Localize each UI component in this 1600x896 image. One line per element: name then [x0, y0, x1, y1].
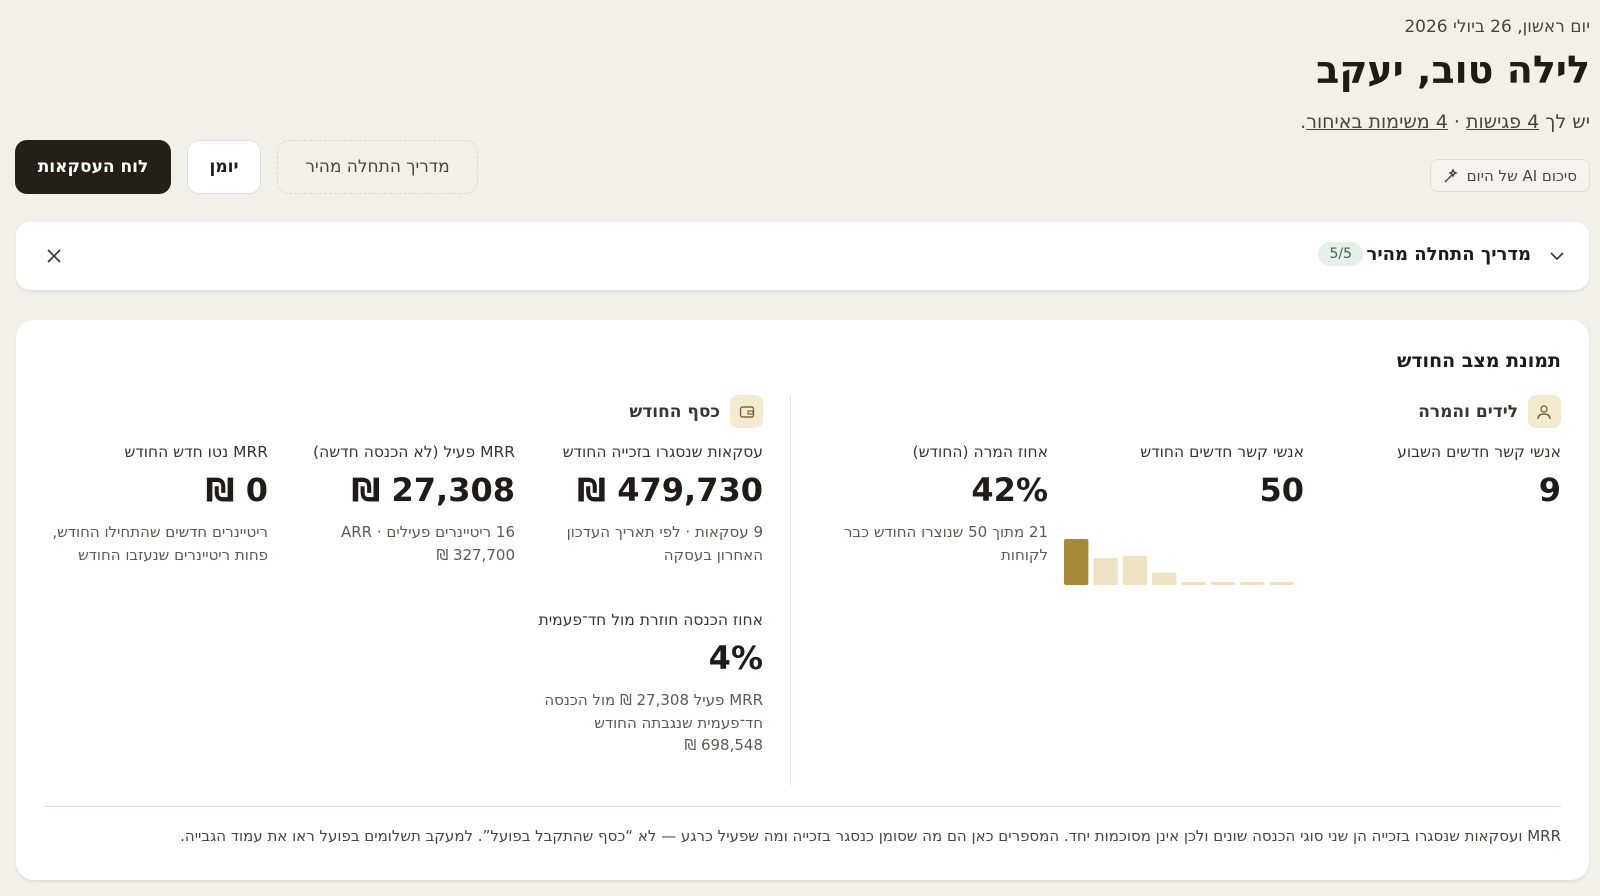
section-header: כסף החודש — [629, 395, 763, 428]
close-button[interactable] — [46, 248, 62, 264]
icon — [1528, 395, 1561, 428]
stat-label: אנשי קשר חדשים השבוע — [1397, 443, 1561, 461]
icon — [730, 395, 763, 428]
stat-value: 479,730 ₪ — [577, 471, 763, 509]
divider — [44, 806, 1561, 807]
section-title: לידים והמרה — [1418, 401, 1518, 422]
stat-note: 16 ריטיינרים פעילים · ARR ‏327,700 ₪ — [340, 523, 515, 564]
stat-value: 0 ₪ — [205, 471, 268, 509]
stat-note: 21 מתוך 50 שנוצרו החודש כבר לקוחות — [844, 523, 1048, 564]
ai-summary-button[interactable]: סיכום AI של היום — [1429, 159, 1590, 192]
onboarding-progress: 5/5 — [1318, 242, 1363, 266]
snapshot-card: תמונת מצב החודש לידים והמרה כסף החודש MR… — [16, 320, 1589, 880]
summary-end: . — [1300, 111, 1307, 133]
stat-label: אנשי קשר חדשים החודש — [1140, 443, 1304, 461]
wallet-icon — [739, 405, 754, 418]
stat: MRR נטו חדש החודש 0 ₪ ריטיינרים חדשים שהתח… — [43, 440, 268, 566]
stat-value: 9 — [1538, 471, 1561, 509]
bar — [1064, 539, 1089, 585]
bar — [1210, 582, 1236, 585]
stat-label: MRR פעיל (לא הכנסה חדשה) — [313, 443, 515, 461]
chevron[interactable] — [1549, 249, 1565, 263]
deals-button[interactable]: לוח העסקאות — [15, 140, 171, 194]
user-icon — [1536, 404, 1551, 419]
onboarding-title: מדריך התחלה מהיר — [1366, 244, 1532, 265]
tasks-link[interactable]: 4 משימות באיחור — [1306, 111, 1448, 133]
stat: אנשי קשר חדשים השבוע 9 — [1336, 440, 1561, 517]
mini-chart — [1064, 539, 1294, 585]
stat-note: 9 עסקאות · לפי תאריך העדכון האחרון בעסקה — [566, 523, 763, 564]
summary: יש לך 4 פגישות · 4 משימות באיחור. — [1300, 111, 1590, 133]
stat-note: ריטיינרים חדשים שהתחילו החודש, פחות ריטי… — [52, 523, 268, 564]
bar — [1122, 555, 1148, 585]
stat: אחוז המרה (החודש) 42% 21 מתוך 50 שנוצרו הח… — [823, 440, 1048, 566]
summary-text: יש לך — [1545, 111, 1590, 133]
bar — [1181, 582, 1206, 585]
stat-value: 50 — [1259, 471, 1304, 509]
stat-label: אחוז המרה (החודש) — [912, 443, 1048, 461]
sparkle-icon — [1444, 167, 1458, 183]
guide-button[interactable]: מדריך התחלה מהיר — [277, 140, 478, 194]
bar — [1269, 582, 1294, 585]
stat: עסקאות שנסגרו בזכייה החודש 479,730 ₪ 9 עסק… — [538, 440, 763, 566]
card-title: תמונת מצב החודש — [1396, 350, 1561, 372]
stat-value: 4% — [708, 639, 763, 677]
stat-label: MRR נטו חדש החודש — [124, 443, 268, 461]
stat: אנשי קשר חדשים החודש 50 — [1064, 440, 1304, 590]
bar — [1240, 582, 1265, 585]
onboarding-bar: מדריך התחלה מהיר 5/5 — [16, 222, 1589, 290]
date: יום ראשון, 26 ביולי 2026 — [1404, 17, 1590, 37]
separator: · — [1453, 111, 1460, 133]
section-header: לידים והמרה — [1418, 395, 1561, 428]
section-title: כסף החודש — [629, 401, 720, 422]
ai-label: סיכום AI של היום — [1466, 166, 1577, 185]
meetings-link[interactable]: 4 פגישות — [1465, 111, 1540, 133]
stat-label: אחוז הכנסה חוזרת מול חד־פעמית — [538, 611, 763, 629]
greeting: לילה טוב, יעקב — [1316, 48, 1590, 92]
footnote: MRR ועסקאות שנסגרו בזכייה הן שני סוגי הכ… — [180, 827, 1561, 845]
bar — [1152, 572, 1177, 585]
bar — [1093, 558, 1118, 585]
stat-value: 27,308 ₪ — [351, 471, 515, 509]
stat-note: MRR פעיל 27,308 ₪ מול הכנסה חד־פעמית שנג… — [544, 691, 763, 754]
stat: אחוז הכנסה חוזרת מול חד־פעמית 4% MRR פעיל … — [538, 608, 763, 757]
stat-value: 42% — [971, 471, 1048, 509]
calendar-button[interactable]: יומן — [187, 140, 261, 194]
stat: MRR פעיל (לא הכנסה חדשה) 27,308 ₪ 16 ריטיי… — [290, 440, 515, 566]
divider — [790, 395, 791, 785]
stat-label: עסקאות שנסגרו בזכייה החודש — [562, 443, 763, 461]
